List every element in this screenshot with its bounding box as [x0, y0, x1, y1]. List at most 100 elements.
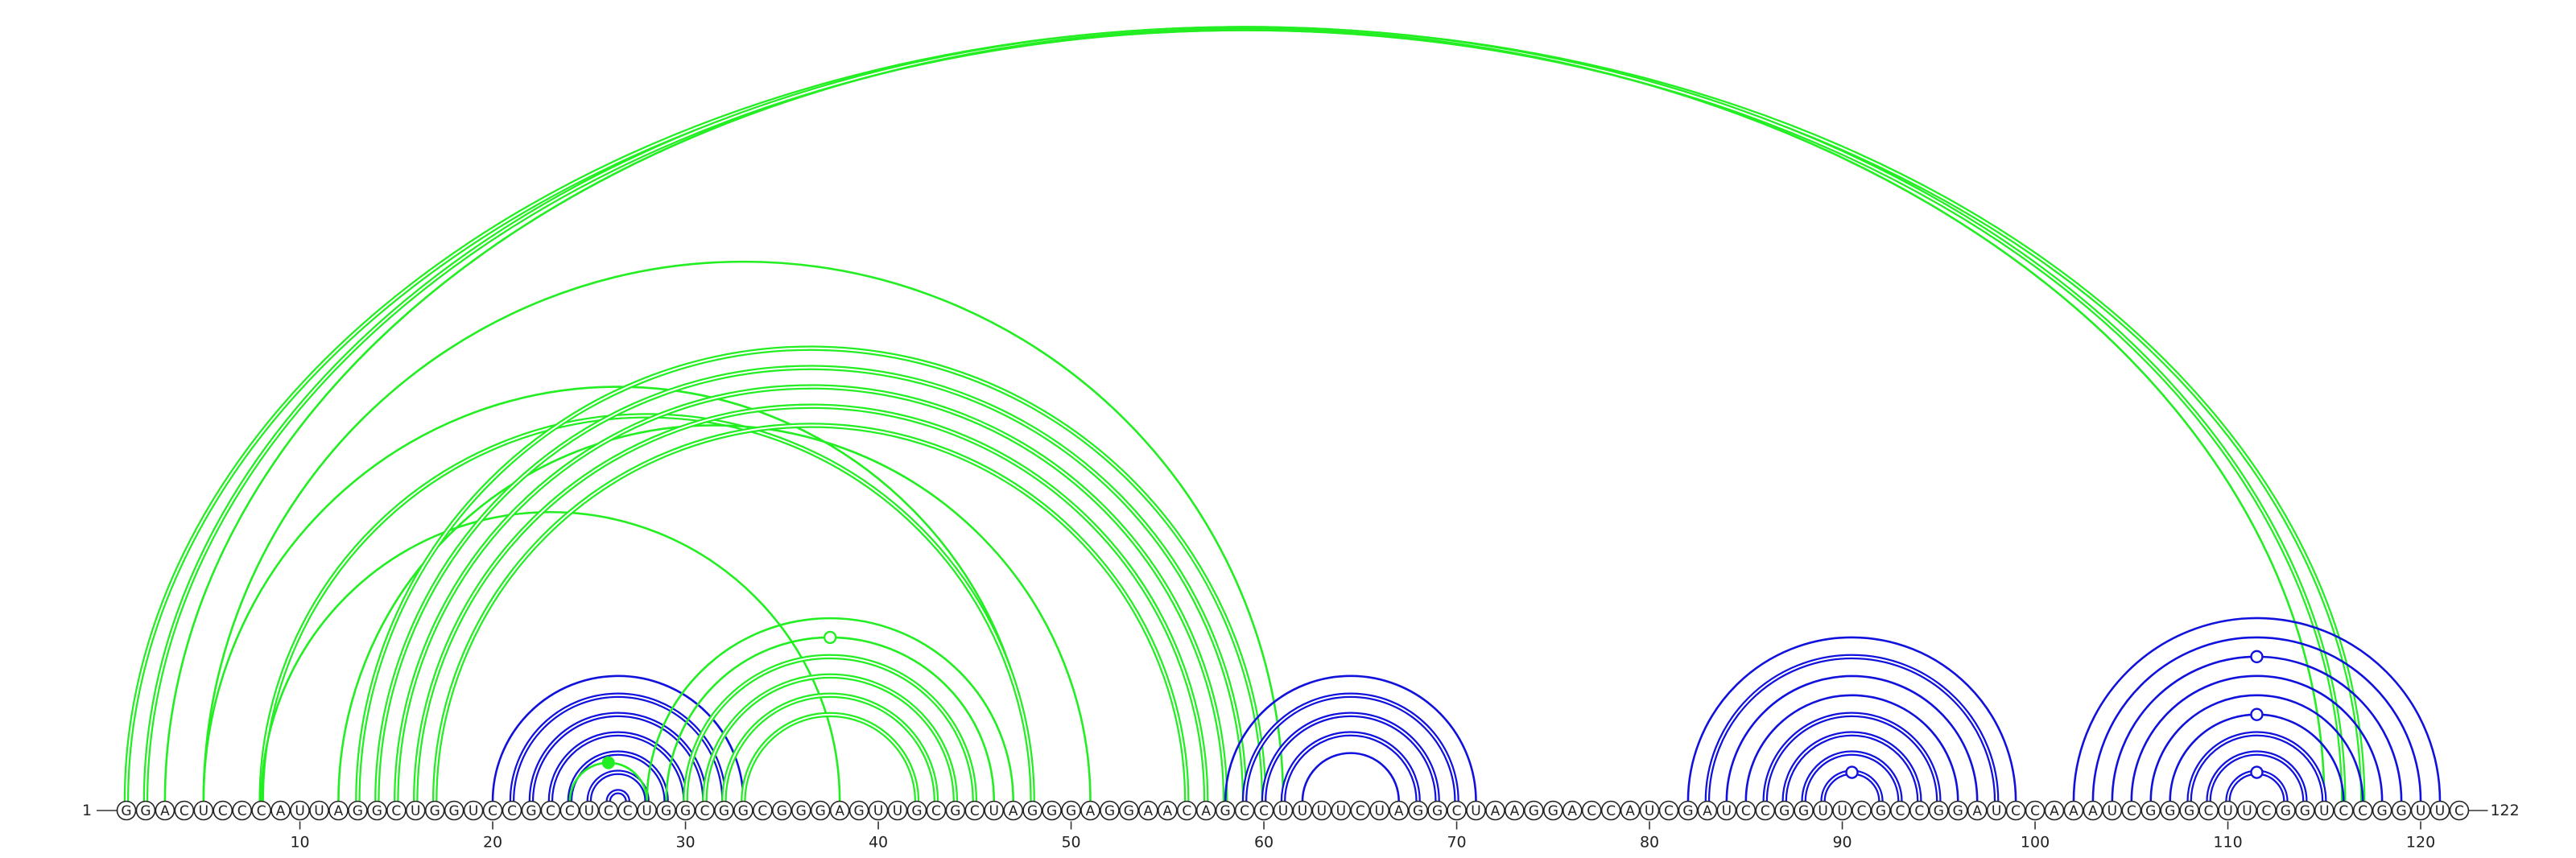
- nucleotide-circle: [1273, 800, 1294, 821]
- nucleotide-circle: [386, 800, 407, 821]
- nucleotide-letter: A: [334, 803, 344, 819]
- nucleotide-letter: C: [565, 803, 575, 819]
- nucleotide-circle: [771, 800, 792, 821]
- nucleotide-circle: [270, 800, 291, 821]
- nucleotide-circle: [2218, 800, 2238, 821]
- nucleotide-circle: [328, 800, 349, 821]
- base-pair-arc-86-95: [1762, 712, 1942, 802]
- nucleotide-85: C: [1736, 800, 1757, 821]
- tick-label-30: 30: [675, 834, 695, 852]
- nucleotide-letter: G: [2377, 803, 2388, 819]
- nucleotide-circle: [135, 800, 156, 821]
- nucleotide-letter: G: [1876, 803, 1886, 819]
- nucleotide-54: A: [1138, 800, 1158, 821]
- nucleotide-106: G: [2140, 800, 2161, 821]
- nucleotide-circle: [1658, 800, 1679, 821]
- nucleotide-letter: G: [430, 803, 440, 819]
- nucleotide-circle: [2333, 800, 2354, 821]
- nucleotide-letter: U: [1818, 803, 1827, 819]
- nucleotide-circle: [1543, 800, 1563, 821]
- nucleotide-circle: [2372, 800, 2392, 821]
- nucleotide-letter: C: [218, 803, 228, 819]
- nucleotide-circle: [675, 800, 696, 821]
- nucleotide-87: G: [1774, 800, 1794, 821]
- base-pair-arc-gap-33-42: [742, 713, 918, 802]
- nucleotide-15: C: [386, 800, 407, 821]
- nucleotide-114: G: [2295, 800, 2315, 821]
- backbone: 1 122: [82, 802, 2520, 819]
- nucleotide-letter: U: [1722, 803, 1732, 819]
- nucleotide-circle: [1215, 800, 1236, 821]
- nucleotide-letter: C: [546, 803, 555, 819]
- nucleotide-circle: [753, 800, 773, 821]
- base-pair-arc-5-61: [202, 260, 1285, 802]
- tick-label-110: 110: [2213, 834, 2242, 852]
- nucleotide-letter: U: [1992, 803, 2001, 819]
- nucleotide-97: A: [1967, 800, 1988, 821]
- nucleotide-circle: [2063, 800, 2084, 821]
- nucleotide-letter: C: [1240, 803, 1249, 819]
- nucleotide-circle: [1253, 800, 1274, 821]
- nucleotide-letter: G: [796, 803, 807, 819]
- nucleotide-circle: [1890, 800, 1910, 821]
- nucleotide-29: G: [656, 800, 676, 821]
- nucleotide-circle: [290, 800, 310, 821]
- nucleotide-letter: C: [1259, 803, 1269, 819]
- nucleotide-44: G: [945, 800, 966, 821]
- base-pair-arc-gap-88-93: [1802, 752, 1901, 802]
- nucleotide-letter: A: [276, 803, 286, 819]
- nucleotide-letter: G: [1124, 803, 1134, 819]
- nucleotide-circle: [945, 800, 966, 821]
- nucleotide-letter: C: [1182, 803, 1191, 819]
- base-pair-arc-58-71: [1224, 674, 1477, 802]
- tick-label-90: 90: [1832, 834, 1852, 852]
- base-pair-arc-gap-16-57: [415, 405, 1208, 802]
- nucleotide-circle: [116, 800, 137, 821]
- nucleotide-122: C: [2449, 800, 2470, 821]
- nucleotide-118: G: [2372, 800, 2392, 821]
- nucleotide-letter: G: [738, 803, 749, 819]
- nucleotide-letter: U: [2223, 803, 2232, 819]
- nucleotide-letter: C: [1356, 803, 1365, 819]
- nucleotide-letter: A: [2069, 803, 2079, 819]
- tick-label-20: 20: [483, 834, 502, 852]
- nucleotide-12: A: [328, 800, 349, 821]
- nucleotide-circle: [2102, 800, 2123, 821]
- nucleotide-72: A: [1485, 800, 1505, 821]
- nucleotide-90: U: [1832, 800, 1852, 821]
- nucleotide-letter: C: [758, 803, 767, 819]
- nucleotide-letter: C: [180, 803, 189, 819]
- nucleotide-74: G: [1524, 800, 1544, 821]
- nucleotide-letter: U: [1317, 803, 1327, 819]
- base-pair-arc-gap-23-30: [549, 732, 687, 802]
- nucleotide-letter: A: [1567, 803, 1577, 819]
- nucleotide-109: C: [2198, 800, 2219, 821]
- nucleotide-circle: [463, 800, 484, 821]
- nucleotide-31: C: [695, 800, 715, 821]
- nucleotide-circle: [1061, 800, 1081, 821]
- arc-marker-ring-29-46: [823, 630, 837, 645]
- nucleotide-circle: [1581, 800, 1602, 821]
- nucleotide-circle: [1369, 800, 1390, 821]
- nucleotide-letter: A: [1491, 803, 1501, 819]
- base-pair-arc-85-96: [1744, 694, 1959, 802]
- nucleotide-circle: [232, 800, 253, 821]
- nucleotide-letter: A: [1086, 803, 1096, 819]
- nucleotide-letter: C: [623, 803, 633, 819]
- base-pair-arc-13-60: [355, 345, 1267, 802]
- nucleotide-letter: C: [1606, 803, 1616, 819]
- tick-label-120: 120: [2406, 834, 2435, 852]
- nucleotide-circle: [964, 800, 985, 821]
- nucleotide-81: C: [1658, 800, 1679, 821]
- base-pair-arc-1-117: [123, 26, 2366, 802]
- base-pair-arc-12-51: [337, 424, 1092, 802]
- nucleotide-107: G: [2160, 800, 2180, 821]
- base-pair-arc-2-116: [142, 26, 2347, 802]
- nucleotide-circle: [174, 800, 195, 821]
- nucleotide-letter: C: [2011, 803, 2021, 819]
- nucleotide-circle: [1042, 800, 1062, 821]
- base-pair-arc-105-118: [2130, 674, 2384, 802]
- nucleotide-letter: G: [661, 803, 671, 819]
- nucleotide-93: C: [1890, 800, 1910, 821]
